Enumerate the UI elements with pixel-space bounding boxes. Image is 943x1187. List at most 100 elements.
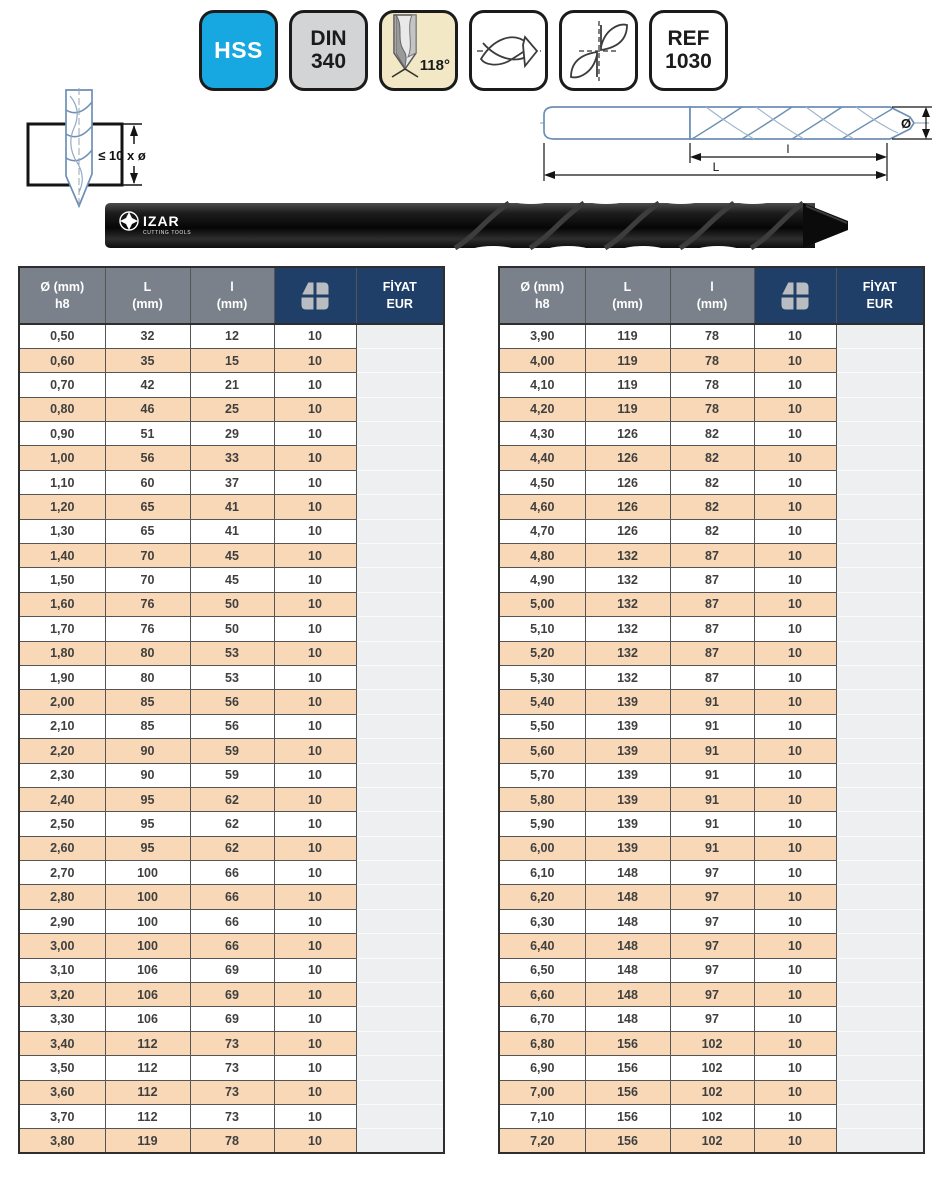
table-cell: 10 [273,469,357,496]
table-row: 4,50 126 82 10 [498,469,925,496]
table-cell: 10 [753,762,837,788]
size-table-left: Ø (mm) h8 L (mm) l (mm) FİYAT [18,266,445,1155]
price-cell [835,1103,925,1130]
price-cell [835,347,925,374]
table-cell: 42 [104,372,191,398]
price-cell [835,494,925,520]
table-cell: 3,50 [18,1055,106,1081]
table-row: 2,00 85 56 10 [18,689,445,715]
table-cell: 10 [753,616,837,642]
table-cell: 10 [273,445,357,471]
table-cell: 69 [189,1006,275,1032]
table-cell: 126 [584,518,671,545]
table-cell: 4,30 [498,421,586,447]
table-row: 4,80 132 87 10 [498,543,925,569]
price-cell [355,835,445,862]
header-price: FİYAT EUR [835,266,925,325]
table-row: 5,90 139 91 10 [498,811,925,837]
table-cell: 5,80 [498,786,586,813]
table-cell: 6,20 [498,884,586,910]
table-cell: 132 [584,616,671,642]
table-cell: 6,60 [498,982,586,1008]
table-row: 5,70 139 91 10 [498,762,925,788]
table-cell: 7,20 [498,1128,586,1154]
header-total-length: L (mm) [584,266,671,325]
header-price: FİYAT EUR [355,266,445,325]
price-cell [835,811,925,837]
table-cell: 62 [189,786,275,813]
table-cell: 10 [273,396,357,423]
table-cell: 10 [753,323,837,349]
table-cell: 4,00 [498,347,586,374]
table-cell: 10 [753,957,837,984]
table-cell: 126 [584,445,671,471]
table-row: 3,40 112 73 10 [18,1030,445,1057]
table-cell: 139 [584,811,671,837]
header-pack-logo [753,266,837,325]
table-cell: 3,00 [18,933,106,959]
table-cell: 10 [273,640,357,666]
table-cell: 1,70 [18,616,106,642]
table-cell: 126 [584,421,671,447]
table-row: 3,20 106 69 10 [18,982,445,1008]
table-cell: 4,50 [498,469,586,496]
table-cell: 10 [273,1128,357,1154]
table-row: 1,00 56 33 10 [18,445,445,471]
table-cell: 78 [669,372,755,398]
table-cell: 29 [189,421,275,447]
table-cell: 6,10 [498,860,586,886]
price-cell [835,591,925,618]
table-cell: 97 [669,860,755,886]
table-cell: 80 [104,664,191,691]
table-cell: 10 [273,1079,357,1106]
izar-brand-mark: IZAR CUTTING TOOLS [119,211,191,236]
table-row: 1,40 70 45 10 [18,543,445,569]
table-cell: 148 [584,884,671,910]
table-row: 6,80 156 102 10 [498,1030,925,1057]
table-header-row: Ø (mm) h8 L (mm) l (mm) FİYAT [18,266,445,325]
table-cell: 73 [189,1030,275,1057]
table-cell: 7,00 [498,1079,586,1106]
price-cell [835,860,925,886]
table-cell: 10 [273,543,357,569]
table-cell: 132 [584,664,671,691]
table-cell: 6,00 [498,835,586,862]
table-row: 1,90 80 53 10 [18,664,445,691]
price-cell [835,1006,925,1032]
table-cell: 10 [753,347,837,374]
table-cell: 119 [104,1128,191,1154]
price-cell [835,957,925,984]
price-cell [355,421,445,447]
table-cell: 10 [753,689,837,715]
table-cell: 106 [104,1006,191,1032]
table-row: 2,40 95 62 10 [18,786,445,813]
price-cell [355,494,445,520]
drill-dimensions-diagram: Ø l L [540,106,932,181]
table-cell: 112 [104,1103,191,1130]
table-cell: 10 [753,445,837,471]
table-cell: 45 [189,543,275,569]
table-cell: 102 [669,1103,755,1130]
table-cell: 1,50 [18,567,106,593]
size-table-right: Ø (mm) h8 L (mm) l (mm) FİYAT [498,266,925,1155]
table-row: 6,60 148 97 10 [498,982,925,1008]
table-row: 6,30 148 97 10 [498,908,925,935]
price-cell [835,762,925,788]
drill-depth-diagram: ≤ 10 x ø [26,88,146,209]
table-cell: 112 [104,1055,191,1081]
table-cell: 66 [189,908,275,935]
table-cell: 119 [584,396,671,423]
table-row: 6,40 148 97 10 [498,933,925,959]
table-cell: 5,90 [498,811,586,837]
table-cell: 126 [584,469,671,496]
table-cell: 132 [584,591,671,618]
table-cell: 10 [753,1055,837,1081]
table-cell: 82 [669,421,755,447]
table-cell: 32 [104,323,191,349]
table-row: 1,30 65 41 10 [18,518,445,545]
table-row: 4,20 119 78 10 [498,396,925,423]
table-row: 3,30 106 69 10 [18,1006,445,1032]
table-cell: 50 [189,616,275,642]
table-cell: 33 [189,445,275,471]
table-row: 2,50 95 62 10 [18,811,445,837]
